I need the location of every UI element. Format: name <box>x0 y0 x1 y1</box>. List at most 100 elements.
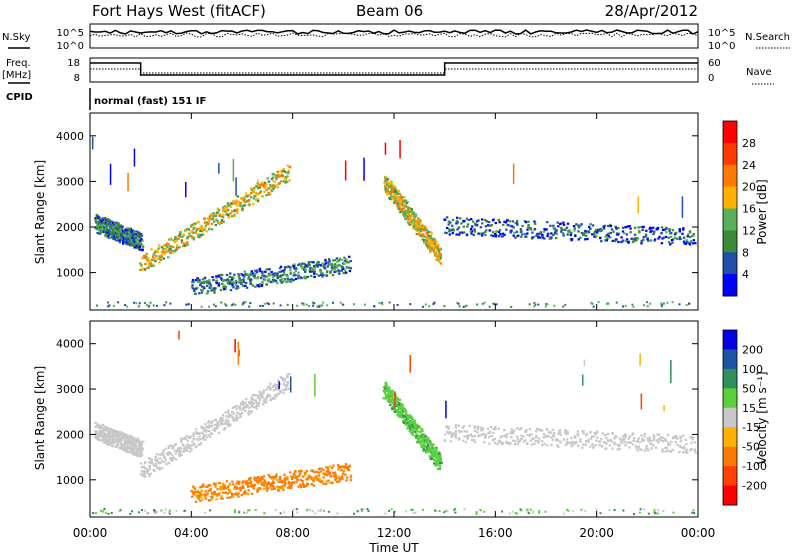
vel-echo-cell <box>325 466 328 469</box>
vel-echo-cell <box>508 443 511 446</box>
power-colorbar-tick: 4 <box>742 268 749 281</box>
power-ground-scatter-cell <box>302 302 305 305</box>
power-echo-cell <box>129 237 133 240</box>
power-echo-cell <box>321 262 324 265</box>
power-echo-cell <box>487 224 490 227</box>
power-echo-cell <box>268 268 271 271</box>
vel-echo-cell <box>281 485 284 488</box>
power-echo-cell <box>150 248 153 251</box>
vel-echo-cell <box>210 425 213 428</box>
vel-echo-cell <box>542 436 545 439</box>
power-echo-cell <box>231 215 234 218</box>
power-echo-cell <box>301 262 304 265</box>
vel-echo-cell <box>253 483 256 486</box>
vel-echo-cell <box>427 446 430 449</box>
velocity-panel-frame <box>89 320 699 518</box>
vel-ground-scatter-cell <box>234 509 236 512</box>
power-echo-cell <box>132 234 135 237</box>
power-echo-cell <box>258 283 261 286</box>
vel-echo-cell <box>96 430 99 433</box>
vel-echo-cell <box>340 475 344 478</box>
power-echo-cell <box>409 216 412 219</box>
power-echo-cell <box>263 274 266 277</box>
vel-noise-streak <box>640 393 643 410</box>
power-echo-cell <box>258 183 262 186</box>
vel-echo-cell <box>476 428 480 431</box>
vel-echo-cell <box>95 433 98 436</box>
vel-ground-scatter-cell <box>110 512 113 514</box>
power-echo-cell <box>228 280 231 283</box>
power-echo-cell <box>283 278 287 281</box>
power-echo-cell <box>597 228 600 231</box>
power-echo-cell <box>436 245 439 248</box>
vel-echo-cell <box>652 439 655 442</box>
vel-echo-cell <box>181 443 185 446</box>
vel-echo-cell <box>678 444 682 447</box>
power-echo-cell <box>514 222 517 225</box>
power-echo-cell <box>215 214 218 217</box>
power-echo-cell <box>282 180 286 183</box>
power-echo-cell <box>187 235 190 238</box>
power-echo-cell <box>182 244 185 248</box>
vel-echo-cell <box>307 474 310 477</box>
vel-echo-cell <box>281 481 284 484</box>
vel-echo-cell <box>142 465 146 468</box>
vel-echo-cell <box>250 405 253 408</box>
vel-echo-cell <box>270 476 274 479</box>
power-ground-scatter-cell <box>107 301 109 304</box>
power-echo-cell <box>208 282 211 285</box>
vel-echo-cell <box>224 420 227 423</box>
power-echo-cell <box>105 233 109 236</box>
vel-echo-cell <box>425 451 428 454</box>
power-echo-cell <box>258 267 262 270</box>
power-echo-cell <box>229 212 232 215</box>
power-ground-scatter-cell <box>241 303 244 306</box>
power-echo-cell <box>160 251 164 254</box>
vel-echo-cell <box>109 441 112 444</box>
power-echo-cell <box>115 233 118 237</box>
vel-echo-cell <box>139 444 142 447</box>
power-echo-cell <box>264 185 267 188</box>
vel-echo-cell <box>278 478 282 481</box>
vel-echo-cell <box>220 495 223 498</box>
power-echo-cell <box>131 244 135 247</box>
power-echo-cell <box>575 223 578 226</box>
power-echo-cell <box>407 215 411 218</box>
vel-echo-cell <box>232 412 235 415</box>
power-echo-cell <box>215 280 218 283</box>
power-echo-cell <box>326 265 329 268</box>
power-echo-cell <box>122 234 125 237</box>
power-echo-cell <box>430 240 433 243</box>
vel-echo-cell <box>549 431 553 434</box>
vel-echo-cell <box>631 433 634 436</box>
power-echo-cell <box>393 201 396 204</box>
power-echo-cell <box>256 192 259 195</box>
power-echo-cell <box>416 227 420 230</box>
vel-echo-cell <box>184 436 187 439</box>
power-echo-cell <box>167 256 170 259</box>
power-echo-cell <box>229 280 232 283</box>
power-echo-cell <box>385 184 388 187</box>
power-echo-cell <box>208 228 211 231</box>
power-echo-cell <box>111 234 114 237</box>
vel-colorbar-tick: -50 <box>742 441 760 454</box>
power-echo-cell <box>401 204 404 207</box>
power-echo-cell <box>438 260 441 263</box>
power-echo-cell <box>669 235 673 238</box>
vel-echo-cell <box>398 415 401 418</box>
power-echo-cell <box>122 242 125 245</box>
vel-echo-cell <box>348 464 351 467</box>
power-echo-cell <box>294 267 298 270</box>
vel-echo-cell <box>115 436 118 439</box>
vel-echo-cell <box>121 448 124 451</box>
power-echo-cell <box>231 280 234 283</box>
power-echo-cell <box>225 213 228 216</box>
power-ground-scatter-cell <box>492 302 495 305</box>
vel-echo-cell <box>237 412 240 415</box>
vel-echo-cell <box>512 429 516 433</box>
vel-echo-cell <box>213 429 217 432</box>
power-ground-scatter-cell <box>457 302 460 305</box>
power-echo-cell <box>214 224 218 227</box>
vel-echo-cell <box>473 429 477 432</box>
power-echo-cell <box>252 202 255 206</box>
